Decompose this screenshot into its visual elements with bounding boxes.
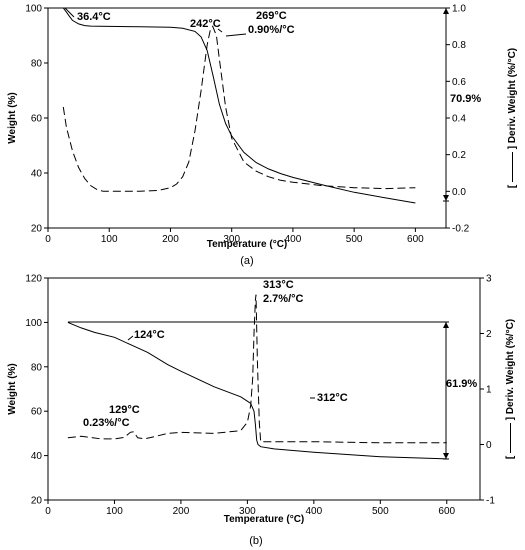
y-tick-label: 100: [25, 318, 42, 329]
x-tick-label: 500: [346, 234, 363, 245]
y-right-tick-label: 0.4: [452, 114, 466, 125]
x-tick-label: 600: [407, 234, 424, 245]
annotation-label: 129°C: [109, 404, 140, 416]
y-right-tick-label: 0: [486, 440, 492, 451]
y-right-tick-label: 0.2: [452, 150, 466, 161]
annotation-label: 0.90%/°C: [248, 24, 295, 36]
annotation-leader: [127, 335, 134, 341]
y-tick-label: 20: [31, 224, 43, 235]
x-tick-label: 400: [285, 234, 302, 245]
y-tick-label: 120: [25, 274, 42, 285]
x-tick-label: 0: [45, 234, 51, 245]
x-tick-label: 500: [372, 506, 389, 517]
y-right-tick-label: 1.0: [452, 4, 466, 15]
annotation-label: 61.9%: [446, 378, 477, 390]
y-right-tick-label: 3: [486, 274, 492, 285]
annotation-label: 70.9%: [450, 93, 481, 105]
chart-panel-b: 0 100 200 300 400 500 600 20 40 60 80 100 120 -1 0 1 2 3 T…: [7, 274, 516, 548]
y-tick-label: 80: [31, 362, 43, 373]
x-tick-label: 300: [223, 234, 240, 245]
weight-line: [67, 321, 447, 460]
annotation-label: 2.7%/°C: [263, 293, 304, 305]
x-tick-label: 600: [438, 506, 455, 517]
x-axis-title: Temperature (°C): [207, 239, 288, 250]
weight-line: [62, 7, 416, 204]
y-axis-title: Weight (%): [7, 363, 18, 414]
y-right-tick-label: 0.8: [452, 40, 466, 51]
y-tick-label: 40: [31, 169, 43, 180]
y-right-tick-label: 0.0: [452, 187, 466, 198]
y-axis-title: Weight (%): [7, 92, 18, 143]
x-tick-label: 300: [239, 506, 256, 517]
y-right-tick-label: -1: [486, 496, 495, 507]
annotation-label: 0.23%/°C: [83, 417, 130, 429]
x-tick-label: 100: [106, 506, 123, 517]
derivative-weight-line: [67, 294, 447, 444]
y-tick-label: 20: [31, 496, 43, 507]
y-right-tick-label: 0.6: [452, 77, 466, 88]
panel-label: (b): [249, 535, 262, 547]
y-right-tick-label: 1: [486, 385, 492, 396]
annotation-label: 124°C: [134, 329, 165, 341]
annotation-label: 242°C: [190, 18, 221, 30]
x-tick-label: 0: [45, 506, 51, 517]
y-right-axis-title: [ ——— ] Deriv. Weight (%/°C): [507, 48, 518, 188]
x-tick-label: 200: [162, 234, 179, 245]
weight-loss-arrowhead: [443, 453, 449, 459]
y-right-tick-label: 2: [486, 329, 492, 340]
weight-loss-arrowhead: [443, 8, 449, 14]
y-right-tick-label: -0.2: [452, 224, 470, 235]
annotation-leader: [217, 28, 223, 33]
x-tick-label: 200: [173, 506, 190, 517]
annotation-label: 313°C: [263, 279, 294, 291]
y-tick-label: 100: [25, 4, 42, 15]
derivative-weight-line: [62, 25, 416, 192]
weight-loss-arrowhead: [443, 195, 449, 201]
annotation-label: 36.4°C: [77, 11, 111, 23]
chart-panel-a: 0 100 200 300 400 500 600 20 40 60 80 100 -0.2 0.0 0.2…: [7, 4, 518, 268]
weight-loss-arrowhead: [443, 322, 449, 328]
annotation-label: 312°C: [317, 392, 348, 404]
y-tick-label: 60: [31, 407, 43, 418]
y-tick-label: 80: [31, 59, 43, 70]
x-tick-label: 100: [101, 234, 118, 245]
plot-frame: [47, 7, 447, 229]
annotation-leader: [64, 7, 75, 18]
panel-label: (a): [240, 255, 253, 267]
x-tick-label: 400: [306, 506, 323, 517]
y-right-axis-title: [ ——— ] Deriv. Weight (%/°C): [505, 319, 516, 459]
annotation-label: 269°C: [256, 10, 287, 22]
plot-frame: [47, 277, 481, 501]
y-tick-label: 40: [31, 451, 43, 462]
x-axis-title: Temperature (°C): [224, 514, 305, 525]
y-tick-label: 60: [31, 114, 43, 125]
annotation-leader: [225, 33, 247, 37]
